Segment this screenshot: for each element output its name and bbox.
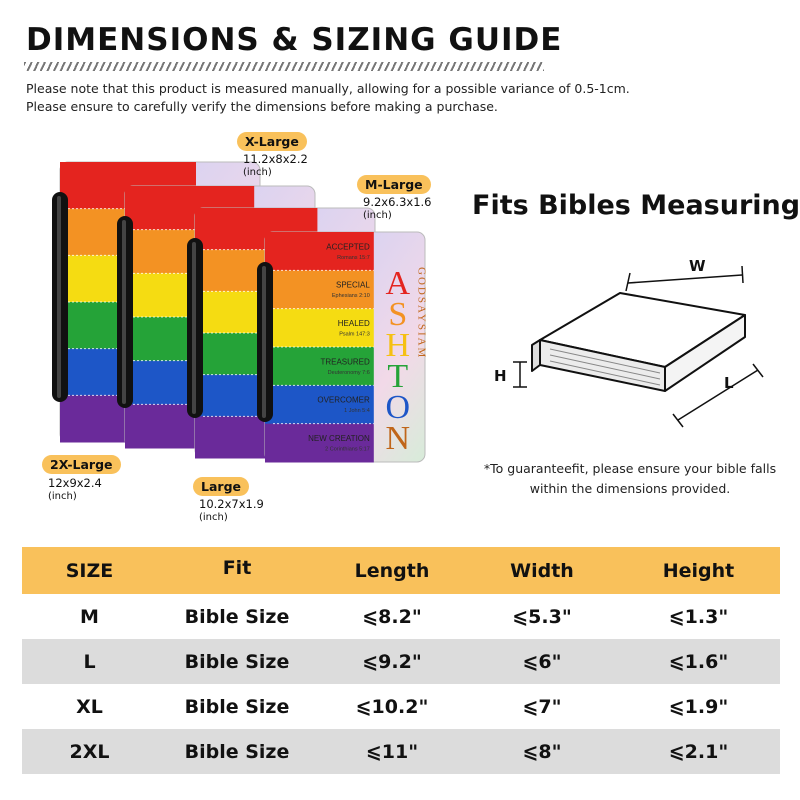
band-word: HEALED: [338, 319, 370, 328]
row-size: L: [83, 650, 96, 673]
cover-band: [265, 385, 374, 425]
cover-name-letter: O: [386, 389, 411, 426]
header-height: Height: [662, 559, 735, 582]
row-length: ⩽11": [365, 740, 419, 763]
band-word: OVERCOMER: [317, 396, 370, 405]
xl-size-unit: (inch): [243, 167, 272, 178]
book-outline: [531, 292, 746, 392]
row-width: ⩽5.3": [512, 605, 572, 628]
book-dimension-diagram: [513, 265, 764, 428]
row-width: ⩽7": [522, 695, 562, 718]
m-size-unit: (inch): [363, 210, 392, 221]
xxl-size-unit: (inch): [48, 491, 77, 502]
cover-vertical-text: GODSAYSIAM: [416, 267, 428, 359]
cover-name-letter: N: [386, 420, 411, 457]
band-ref: Ephesians 2:10: [332, 293, 370, 299]
header-fit: Fit: [222, 556, 252, 579]
size-table-header: SIZE Fit Length Width Height: [22, 547, 780, 594]
table-row: XL Bible Size ⩽10.2" ⩽7" ⩽1.9": [22, 684, 780, 729]
row-length: ⩽10.2": [355, 695, 429, 718]
row-size: M: [80, 605, 99, 628]
band-word: SPECIAL: [336, 281, 370, 290]
cover-name-letter: T: [387, 358, 408, 395]
header-length: Length: [354, 559, 430, 582]
table-row: M Bible Size ⩽8.2" ⩽5.3" ⩽1.3": [22, 594, 780, 639]
cover-band: [265, 270, 374, 310]
row-width: ⩽8": [522, 740, 562, 763]
band-ref: Deuteronomy 7:6: [328, 370, 370, 376]
row-length: ⩽9.2": [362, 650, 422, 673]
verify-note: Please ensure to carefully verify the di…: [26, 99, 498, 114]
row-height: ⩽2.1": [668, 740, 729, 763]
band-word: TREASURED: [320, 357, 370, 366]
width-arrow: [625, 265, 744, 292]
fit-guarantee-note-1: *To guaranteefit, please ensure your bib…: [483, 461, 777, 476]
xl-size-dims: 11.2x8x2.2: [243, 152, 308, 166]
row-width: ⩽6": [522, 650, 562, 673]
row-fit: Bible Size: [184, 695, 290, 718]
band-ref: 2 Corinthians 5:17: [325, 447, 370, 453]
size-table: SIZE Fit Length Width Height M Bible Siz…: [22, 547, 780, 774]
header-size: SIZE: [65, 559, 114, 582]
length-arrow: [672, 363, 764, 428]
band-word: NEW CREATION: [308, 434, 370, 443]
l-size-dims: 10.2x7x1.9: [199, 497, 264, 511]
m-size-dims: 9.2x6.3x1.6: [363, 195, 432, 209]
m-size-badge: M-Large: [357, 175, 431, 194]
row-length: ⩽8.2": [362, 605, 422, 628]
row-size: XL: [76, 695, 103, 718]
xxl-size-dims: 12x9x2.4: [48, 476, 102, 490]
band-ref: Psalm 147:3: [339, 332, 370, 338]
cover-name-letter: H: [386, 327, 411, 364]
cover-band: [265, 347, 374, 386]
cover-band: [265, 232, 374, 271]
page-title: DIMENSIONS & SIZING GUIDE: [26, 22, 563, 58]
cover-m: ACCEPTED Romans 15:7 SPECIAL Ephesians 2:10…: [257, 231, 426, 463]
header-width: Width: [510, 559, 574, 582]
measurement-note: Please note that this product is measure…: [26, 81, 630, 96]
xl-size-badge: X-Large: [237, 132, 307, 151]
row-height: ⩽1.9": [668, 695, 729, 718]
row-height: ⩽1.6": [668, 650, 729, 673]
table-row: L Bible Size ⩽9.2" ⩽6" ⩽1.6": [22, 639, 780, 684]
band-ref: 1 John 5:4: [344, 408, 370, 414]
height-arrow: [513, 361, 527, 388]
band-word: ACCEPTED: [326, 242, 370, 251]
cover-name-letter: S: [388, 296, 407, 333]
row-height: ⩽1.3": [668, 605, 729, 628]
xxl-size-badge: 2X-Large: [42, 455, 121, 474]
cover-band: [265, 423, 374, 463]
row-fit: Bible Size: [184, 740, 290, 763]
l-size-unit: (inch): [199, 512, 228, 523]
fits-bibles-heading: Fits Bibles Measuring: [472, 190, 800, 221]
covers-group: ACCEPTED Romans 15:7 SPECIAL Ephesians 2:10…: [52, 161, 428, 463]
l-size-badge: Large: [193, 477, 249, 496]
length-label: L: [724, 374, 734, 392]
title-underline-hatch: [24, 62, 544, 71]
fit-guarantee-note-2: within the dimensions provided.: [529, 481, 731, 496]
row-size: 2XL: [69, 740, 110, 763]
height-label: H: [494, 367, 507, 385]
table-row: 2XL Bible Size ⩽11" ⩽8" ⩽2.1": [22, 729, 780, 774]
bible-covers-illustration: ACCEPTED Romans 15:7 SPECIAL Ephesians 2:10…: [52, 161, 428, 463]
cover-band: [265, 308, 374, 348]
cover-name-letter: A: [386, 265, 411, 302]
width-label: W: [689, 257, 706, 275]
band-ref: Romans 15:7: [337, 255, 370, 261]
row-fit: Bible Size: [184, 605, 290, 628]
row-fit: Bible Size: [184, 650, 290, 673]
